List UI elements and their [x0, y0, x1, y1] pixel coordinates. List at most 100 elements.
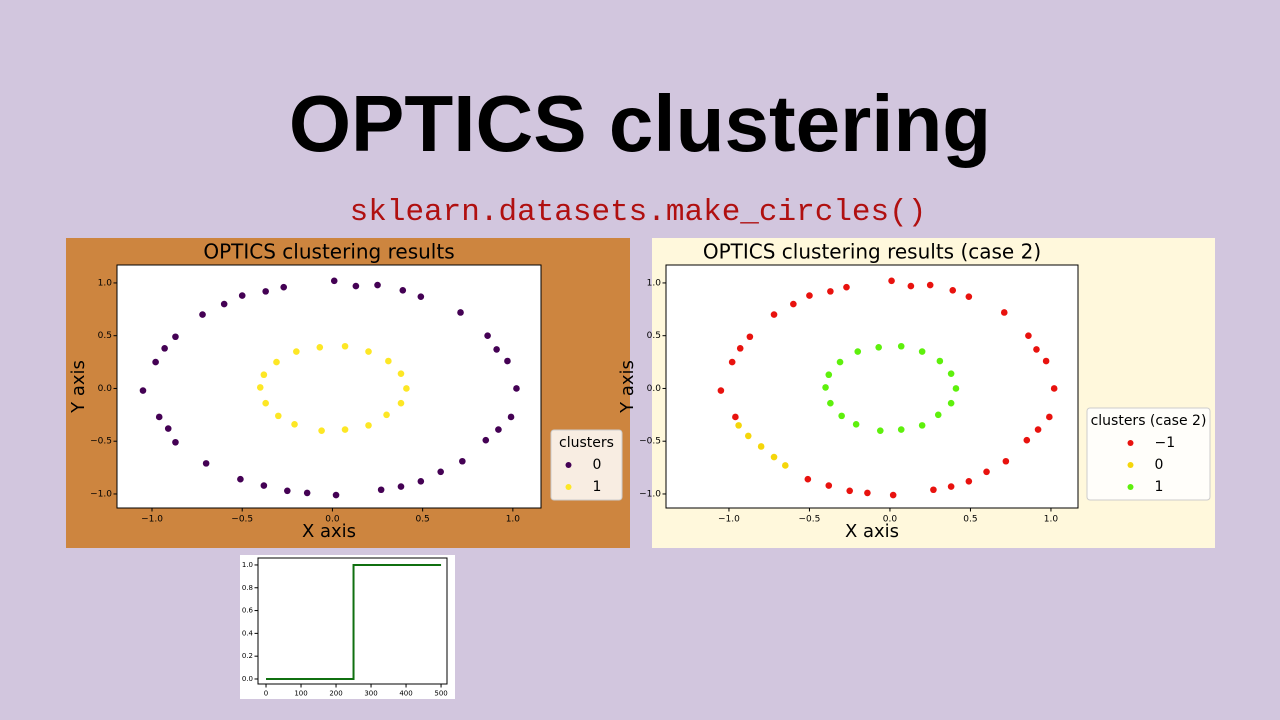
legend-label: 0 [1155, 457, 1164, 473]
scatter-point [202, 460, 210, 467]
scatter-point [293, 348, 300, 355]
scatter-point [965, 293, 973, 300]
chart-title: OPTICS clustering results [203, 240, 454, 264]
x-tick-label: 0.0 [325, 515, 340, 525]
scatter-point [397, 399, 405, 407]
legend-box [1086, 407, 1211, 501]
y-axis-label: Y axis [68, 360, 89, 414]
scatter-point [864, 489, 871, 497]
scatter-point [365, 348, 372, 355]
plot-area [116, 264, 542, 509]
scatter-point [1050, 385, 1058, 392]
scatter-point [888, 277, 895, 285]
scatter-point [889, 491, 897, 499]
scatter-point [495, 426, 502, 433]
y-tick-label: 1.0 [647, 278, 662, 288]
y-tick-label: 0.5 [647, 331, 661, 341]
y-tick-label: 1.0 [242, 561, 253, 569]
scatter-point [947, 483, 955, 490]
x-tick-label: 500 [434, 690, 447, 698]
scatter-point [484, 332, 491, 339]
y-tick-label: 0.8 [242, 584, 253, 592]
scatter-point [504, 357, 511, 365]
x-tick-label: −1.0 [718, 515, 740, 525]
scatter-point [385, 357, 392, 365]
scatter-point [164, 425, 172, 432]
x-tick-label: 1.0 [506, 515, 521, 525]
scatter-point [907, 282, 915, 290]
scatter-point [852, 421, 860, 428]
x-tick-label: 0 [264, 690, 268, 698]
scatter-point [827, 399, 834, 407]
y-tick-label: 0.2 [242, 652, 253, 660]
scatter-point [782, 462, 789, 469]
scatter-point [161, 345, 168, 352]
plot-area [665, 264, 1079, 509]
legend-marker [565, 484, 572, 490]
y-tick-label: −1.0 [90, 489, 112, 499]
x-axis-label: X axis [845, 521, 899, 542]
y-tick-label: 0.0 [98, 384, 113, 394]
scatter-point [825, 482, 833, 489]
scatter-point [199, 311, 206, 318]
legend-title: clusters [559, 435, 614, 451]
scatter-point [732, 413, 739, 421]
scatter-point [926, 281, 934, 289]
y-tick-label: −0.5 [90, 437, 112, 447]
scatter-point [457, 309, 464, 316]
x-tick-label: 300 [364, 690, 377, 698]
scatter-point [836, 358, 844, 366]
x-tick-label: −0.5 [799, 515, 821, 525]
plot-area [257, 557, 448, 685]
y-tick-label: 0.5 [98, 331, 112, 341]
x-tick-label: 100 [294, 690, 307, 698]
y-tick-label: 1.0 [98, 278, 113, 288]
scatter-point [875, 344, 882, 351]
scatter-point [316, 344, 324, 351]
scatter-point [459, 457, 466, 465]
scatter-point [399, 287, 407, 294]
scatter-point [397, 370, 405, 377]
slide-title: OPTICS clustering [289, 79, 991, 168]
legend-marker [1127, 440, 1134, 446]
scatter-point [1000, 309, 1008, 316]
legend-title: clusters (case 2) [1091, 413, 1207, 429]
scatter-point [983, 468, 990, 476]
scatter-point [493, 346, 500, 353]
scatter-point [262, 288, 269, 295]
scatter-point [822, 384, 829, 391]
scatter-point [291, 421, 298, 428]
x-tick-label: −0.5 [231, 515, 253, 525]
scatter-point [237, 475, 244, 483]
scatter-point [1046, 413, 1053, 421]
scatter-point [155, 413, 163, 421]
scatter-point [275, 412, 282, 420]
scatter-point [152, 358, 159, 366]
scatter-point [876, 427, 884, 434]
x-tick-label: 1.0 [1044, 515, 1059, 525]
legend-marker [565, 462, 572, 468]
scatter-point [1033, 346, 1040, 353]
scatter-point [318, 427, 325, 434]
legend-label: 1 [593, 479, 602, 495]
x-tick-label: −1.0 [141, 515, 163, 525]
scatter-point [397, 483, 405, 490]
slide-subtitle: sklearn.datasets.make_circles() [350, 195, 927, 230]
legend-label: 1 [1155, 479, 1164, 495]
scatter-point [507, 413, 515, 421]
scatter-point [949, 287, 957, 294]
scatter-point [417, 293, 425, 300]
x-tick-label: 200 [329, 690, 342, 698]
scatter-point [403, 385, 410, 392]
chart-title: OPTICS clustering results (case 2) [703, 240, 1041, 264]
scatter-point [437, 468, 444, 476]
scatter-point [330, 277, 338, 285]
scatter-point [256, 384, 264, 391]
scatter-point [1023, 436, 1031, 444]
scatter-point [770, 453, 778, 461]
legend-box [550, 429, 623, 501]
y-axis-label: Y axis [617, 360, 638, 414]
y-tick-label: −0.5 [639, 437, 661, 447]
